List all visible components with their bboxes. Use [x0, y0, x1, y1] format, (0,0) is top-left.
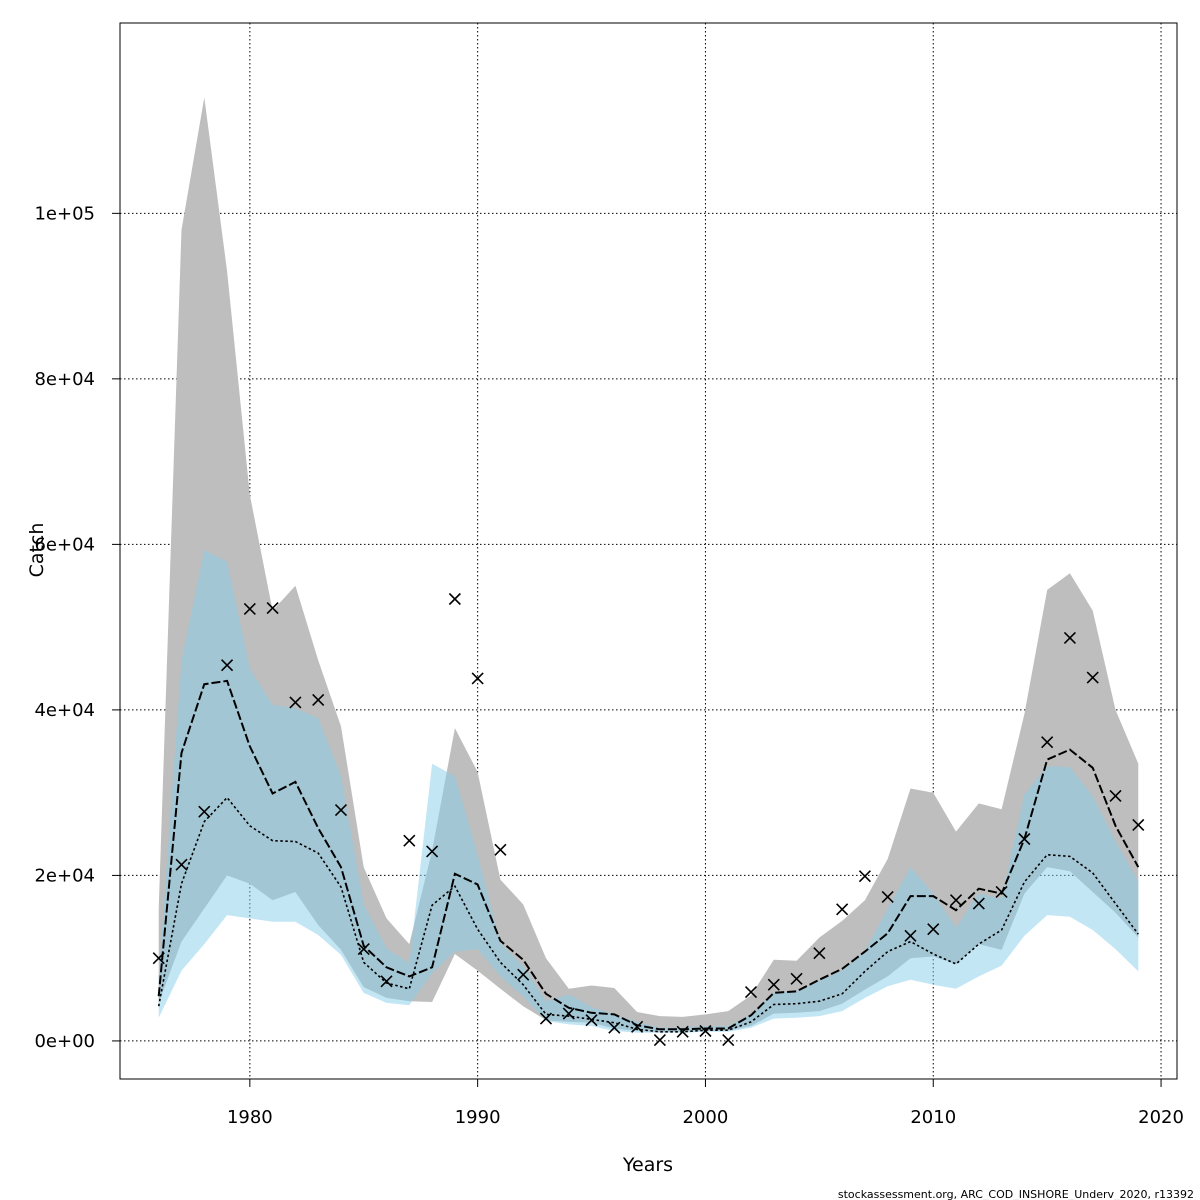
- observed-point: [722, 1034, 735, 1047]
- uncertainty-bands: [158, 97, 1139, 1033]
- observed-point: [266, 602, 279, 615]
- observed-point: [1132, 818, 1145, 831]
- observed-point: [539, 1012, 553, 1025]
- observed-point: [403, 834, 416, 847]
- observed-point: [836, 903, 849, 916]
- observed-point: [357, 943, 370, 956]
- x-tick-label: 1990: [455, 1107, 501, 1128]
- observed-point: [744, 986, 758, 999]
- observed-point: [927, 923, 940, 936]
- observed-point: [334, 803, 348, 817]
- observed-point: [699, 1024, 712, 1038]
- observed-point: [790, 972, 803, 985]
- observed-point: [221, 659, 234, 672]
- observed-point: [995, 885, 1008, 899]
- x-tick-label: 2010: [910, 1107, 956, 1128]
- observed-point: [152, 952, 165, 965]
- observed-point: [767, 978, 780, 991]
- y-tick-label: 6e+04: [34, 534, 95, 555]
- observed-point: [426, 845, 439, 858]
- y-axis-title: Catch: [26, 523, 48, 578]
- observed-point: [858, 870, 871, 883]
- observed-point: [243, 602, 256, 615]
- observed-point: [676, 1025, 689, 1038]
- observed-point: [175, 858, 188, 871]
- observed-point: [881, 890, 894, 903]
- y-tick-label: 4e+04: [34, 700, 95, 721]
- observed-point: [631, 1020, 644, 1033]
- y-tick-label: 2e+04: [34, 865, 95, 886]
- y-axis: 0e+00 2e+04 4e+04 6e+04 8e+04 1e+05: [34, 203, 120, 1052]
- observed-point: [1041, 736, 1054, 749]
- x-axis-title: Years: [622, 1154, 673, 1176]
- observed-point: [380, 975, 393, 988]
- y-tick-label: 1e+05: [34, 203, 95, 224]
- observed-point: [289, 696, 302, 709]
- observed-point: [448, 592, 461, 606]
- y-tick-label: 8e+04: [34, 369, 95, 390]
- observed-point: [312, 693, 325, 707]
- observed-point: [1018, 832, 1031, 846]
- x-tick-label: 2020: [1138, 1107, 1184, 1128]
- inner-uncertainty-band: [158, 550, 1139, 1033]
- observed-point: [517, 968, 530, 981]
- observed-point: [562, 1007, 575, 1020]
- observed-point: [813, 947, 826, 960]
- estimate-lines: [157, 679, 1140, 1033]
- y-tick-label: 0e+00: [34, 1031, 95, 1052]
- plot-frame: [119, 22, 1178, 1080]
- observed-points: [152, 592, 1145, 1047]
- observed-point: [1063, 631, 1076, 644]
- observed-point: [653, 1034, 666, 1047]
- observed-point: [608, 1021, 621, 1034]
- observed-point: [1086, 671, 1099, 684]
- x-tick-label: 1980: [227, 1107, 273, 1128]
- observed-point: [949, 894, 963, 907]
- x-tick-label: 2000: [683, 1107, 729, 1128]
- observed-point: [904, 929, 917, 942]
- observed-point: [1109, 789, 1122, 803]
- observed-point: [198, 805, 211, 818]
- x-axis: 1980 1990 2000 2010 2020: [227, 1079, 1184, 1128]
- credit-text: stockassessment.org, ARC_COD_INSHORE_Und…: [838, 1188, 1194, 1200]
- observed-point: [972, 897, 985, 910]
- observed-point: [585, 1014, 598, 1027]
- observed-point: [494, 843, 507, 856]
- observed-point: [471, 672, 484, 685]
- estimate-line-solid: [157, 679, 1140, 1031]
